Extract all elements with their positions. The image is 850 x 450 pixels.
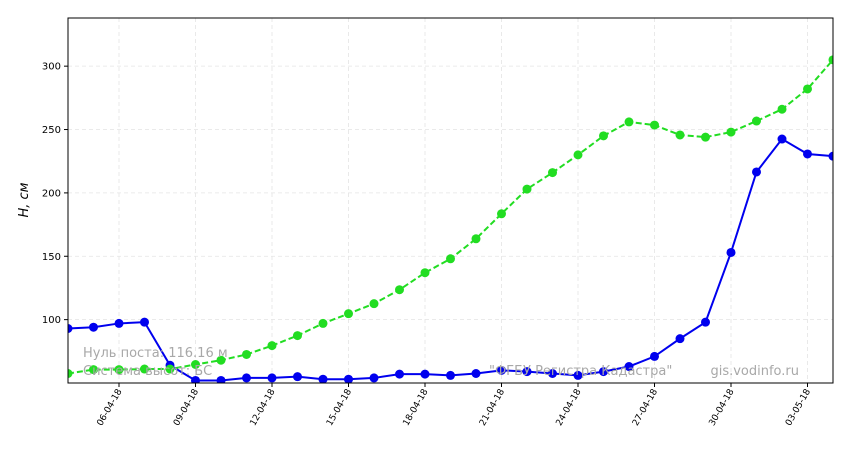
data-point (573, 150, 583, 160)
x-tick-label: 21-04-18 (478, 387, 507, 428)
watermark: "ФГБУ Регистра Кадастра" (489, 364, 672, 379)
x-tick-label: 27-04-18 (631, 387, 660, 428)
data-point (548, 168, 557, 178)
y-tick-label: 200 (42, 188, 61, 199)
data-point (573, 370, 583, 380)
data-point (522, 184, 532, 194)
y-tick-label: 100 (42, 315, 61, 326)
data-point (828, 55, 833, 65)
data-point (369, 373, 379, 383)
data-point (191, 359, 200, 369)
data-point (68, 324, 73, 334)
data-point (318, 318, 328, 328)
y-axis-label: H, см (17, 182, 32, 217)
series (68, 55, 833, 378)
y-tick-label: 250 (42, 125, 61, 136)
data-point (293, 372, 302, 382)
data-point (89, 322, 98, 332)
series (68, 134, 833, 383)
data-point (395, 369, 404, 379)
x-tick-label: 06-04-18 (96, 387, 125, 428)
data-point (420, 369, 430, 379)
watermark: Нуль поста: 116.16 м (83, 346, 228, 361)
data-point (395, 285, 404, 295)
series-line (68, 59, 833, 375)
data-point (140, 364, 149, 374)
data-point (675, 130, 685, 140)
x-tick-label: 24-04-18 (555, 387, 584, 428)
data-point (267, 341, 277, 351)
data-point (89, 365, 98, 375)
data-point (803, 84, 812, 94)
data-point (471, 234, 481, 244)
data-point (242, 373, 251, 383)
data-point (497, 209, 506, 219)
data-point (471, 368, 481, 378)
x-tick-label: 18-04-18 (402, 387, 431, 428)
x-tick-label: 15-04-18 (325, 387, 354, 428)
watermark: Система высот: БС (83, 364, 212, 379)
data-point (446, 370, 455, 380)
data-point (726, 247, 736, 257)
data-point (140, 317, 149, 327)
x-tick-label: 12-04-18 (249, 387, 278, 428)
data-point (216, 375, 226, 383)
x-tick-label: 09-04-18 (172, 387, 201, 428)
data-point (599, 367, 608, 377)
data-point (216, 355, 226, 365)
data-point (650, 351, 659, 361)
data-point (650, 120, 659, 130)
data-point (369, 299, 379, 309)
data-point (522, 367, 532, 377)
x-tick-label: 03-05-18 (784, 387, 813, 428)
data-point (701, 317, 710, 327)
data-point (752, 167, 761, 177)
data-point (114, 365, 124, 375)
data-point (777, 134, 787, 144)
data-point (165, 364, 175, 374)
data-point (828, 151, 833, 161)
data-point (242, 349, 251, 359)
data-point (420, 268, 430, 278)
plot-frame (67, 17, 834, 384)
data-point (624, 117, 634, 127)
y-tick-label: 300 (42, 62, 61, 73)
data-point (803, 149, 812, 159)
data-point (344, 309, 353, 319)
data-point (752, 116, 761, 126)
data-point (777, 104, 787, 114)
data-point (446, 254, 455, 264)
data-point (548, 368, 557, 378)
data-point (344, 374, 353, 383)
data-point (624, 362, 634, 372)
data-point (726, 127, 736, 137)
data-point (318, 374, 328, 383)
data-point (293, 331, 302, 341)
data-point (114, 318, 124, 328)
data-point (267, 373, 277, 383)
data-point (191, 375, 200, 383)
data-point (68, 368, 73, 378)
x-tick-label: 30-04-18 (708, 387, 737, 428)
data-point (497, 365, 506, 375)
watermark: gis.vodinfo.ru (710, 364, 799, 379)
y-tick-label: 150 (42, 252, 61, 263)
data-point (701, 132, 710, 142)
data-point (599, 131, 608, 141)
data-point (675, 334, 685, 344)
